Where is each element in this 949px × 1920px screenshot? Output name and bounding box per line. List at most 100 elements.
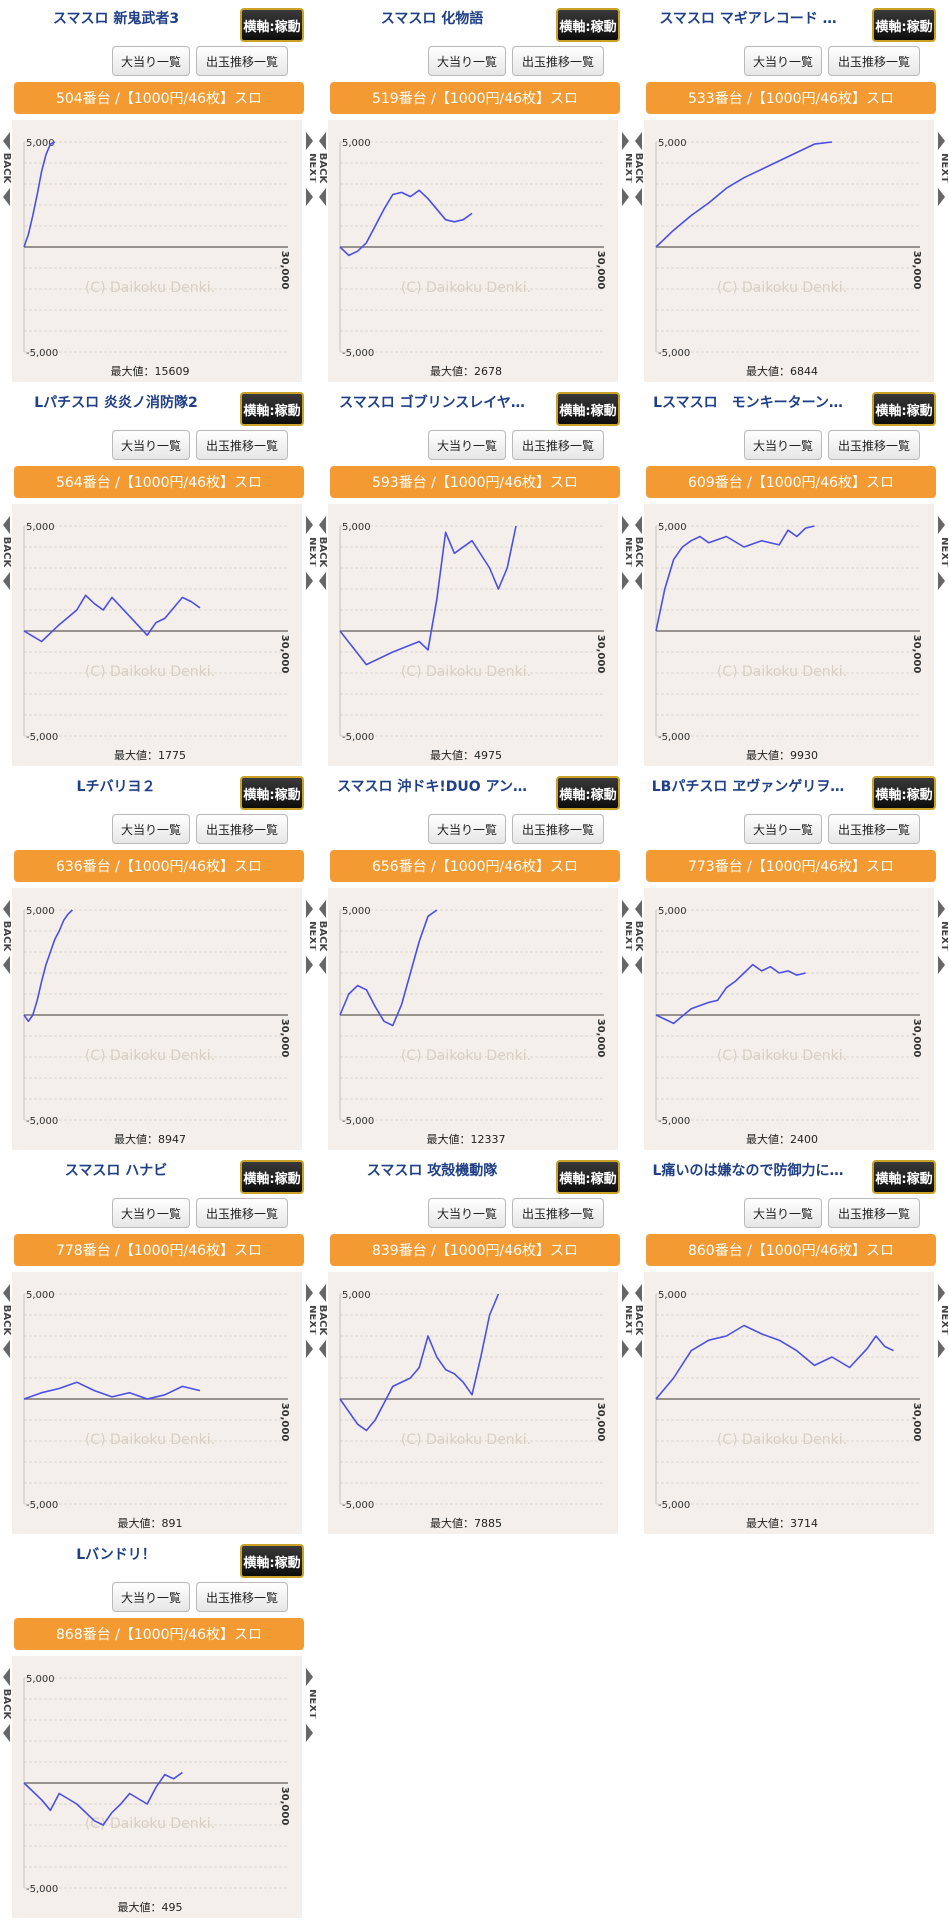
operating-toggle-button[interactable]: 横軸:稼動 (240, 776, 304, 810)
back-nav[interactable]: BACK (1, 900, 12, 974)
machine-title[interactable]: スマスロ 沖ドキ!DUO アン… (336, 779, 528, 795)
hits-list-button[interactable]: 大当り一覧 (112, 1582, 190, 1612)
trend-list-button[interactable]: 出玉推移一覧 (512, 430, 604, 460)
hits-list-button[interactable]: 大当り一覧 (112, 814, 190, 844)
operating-toggle-button[interactable]: 横軸:稼動 (872, 776, 936, 810)
operating-toggle-button[interactable]: 横軸:稼動 (556, 1160, 620, 1194)
machine-number-bar[interactable]: 533番台 /【1000円/46枚】スロ (646, 82, 936, 114)
machine-number-bar[interactable]: 593番台 /【1000円/46枚】スロ (330, 466, 620, 498)
trend-list-button[interactable]: 出玉推移一覧 (512, 46, 604, 76)
operating-toggle-button[interactable]: 横軸:稼動 (240, 392, 304, 426)
next-nav[interactable]: NEXT (622, 900, 632, 974)
machine-title[interactable]: Lパチスロ 炎炎ノ消防隊2 (34, 395, 198, 411)
hits-list-button[interactable]: 大当り一覧 (428, 430, 506, 460)
back-nav[interactable]: BACK (633, 1284, 644, 1358)
operating-toggle-button[interactable]: 横軸:稼動 (240, 1544, 304, 1578)
machine-number-bar[interactable]: 656番台 /【1000円/46枚】スロ (330, 850, 620, 882)
machine-title[interactable]: Lスマスロ モンキーターン… (653, 395, 843, 411)
y-tick-label-bottom: -5,000 (26, 732, 58, 743)
machine-number-bar[interactable]: 773番台 /【1000円/46枚】スロ (646, 850, 936, 882)
back-nav[interactable]: BACK (1, 1284, 12, 1358)
back-nav[interactable]: BACK (317, 516, 328, 590)
machine-number-bar[interactable]: 868番台 /【1000円/46枚】スロ (14, 1618, 304, 1650)
hits-list-button[interactable]: 大当り一覧 (112, 46, 190, 76)
hits-list-button[interactable]: 大当り一覧 (744, 1198, 822, 1228)
trend-list-button[interactable]: 出玉推移一覧 (196, 814, 288, 844)
machine-number-bar[interactable]: 519番台 /【1000円/46枚】スロ (330, 82, 620, 114)
trend-list-button[interactable]: 出玉推移一覧 (512, 1198, 604, 1228)
next-nav[interactable]: NEXT (938, 516, 948, 590)
next-nav[interactable]: NEXT (306, 1284, 316, 1358)
next-nav[interactable]: NEXT (306, 132, 316, 206)
next-nav[interactable]: NEXT (938, 900, 948, 974)
trend-list-button[interactable]: 出玉推移一覧 (196, 1582, 288, 1612)
trend-list-button[interactable]: 出玉推移一覧 (196, 430, 288, 460)
hits-list-button[interactable]: 大当り一覧 (112, 430, 190, 460)
hits-list-button[interactable]: 大当り一覧 (428, 46, 506, 76)
machine-number-bar[interactable]: 609番台 /【1000円/46枚】スロ (646, 466, 936, 498)
plot-background (328, 888, 618, 1150)
next-nav[interactable]: NEXT (622, 516, 632, 590)
back-nav[interactable]: BACK (317, 900, 328, 974)
next-nav[interactable]: NEXT (622, 1284, 632, 1358)
y-tick-label-top: 5,000 (342, 522, 371, 533)
machine-title[interactable]: Lチバリヨ２ (76, 779, 156, 795)
machine-title[interactable]: スマスロ ゴブリンスレイヤ… (339, 395, 525, 411)
next-nav[interactable]: NEXT (622, 132, 632, 206)
machine-number-bar[interactable]: 636番台 /【1000円/46枚】スロ (14, 850, 304, 882)
next-label: NEXT (623, 537, 632, 567)
hits-list-button[interactable]: 大当り一覧 (428, 1198, 506, 1228)
back-nav[interactable]: BACK (1, 1668, 12, 1742)
next-nav[interactable]: NEXT (306, 900, 316, 974)
next-label: NEXT (307, 153, 316, 183)
machine-number-bar[interactable]: 564番台 /【1000円/46枚】スロ (14, 466, 304, 498)
hits-list-button[interactable]: 大当り一覧 (744, 814, 822, 844)
operating-toggle-button[interactable]: 横軸:稼動 (556, 776, 620, 810)
trend-list-button[interactable]: 出玉推移一覧 (196, 46, 288, 76)
machine-title[interactable]: Lバンドリ！ (76, 1547, 156, 1563)
machine-number-bar[interactable]: 860番台 /【1000円/46枚】スロ (646, 1234, 936, 1266)
back-nav[interactable]: BACK (633, 516, 644, 590)
trend-list-button[interactable]: 出玉推移一覧 (828, 1198, 920, 1228)
next-arrow-icon (622, 1340, 629, 1358)
back-nav[interactable]: BACK (317, 1284, 328, 1358)
machine-title[interactable]: スマスロ マギアレコード … (659, 11, 837, 27)
trend-list-button[interactable]: 出玉推移一覧 (512, 814, 604, 844)
machine-title[interactable]: L痛いのは嫌なので防御力に… (652, 1163, 844, 1179)
next-label: NEXT (623, 1305, 632, 1335)
hits-list-button[interactable]: 大当り一覧 (744, 46, 822, 76)
operating-toggle-button[interactable]: 横軸:稼動 (240, 8, 304, 42)
x-end-tick-label: 30,000 (279, 635, 290, 674)
back-nav[interactable]: BACK (633, 900, 644, 974)
operating-toggle-button[interactable]: 横軸:稼動 (240, 1160, 304, 1194)
next-nav[interactable]: NEXT (938, 1284, 948, 1358)
machine-title[interactable]: スマスロ 新鬼武者3 (52, 11, 180, 27)
machine-number-bar[interactable]: 778番台 /【1000円/46枚】スロ (14, 1234, 304, 1266)
trend-list-button[interactable]: 出玉推移一覧 (828, 46, 920, 76)
back-nav[interactable]: BACK (317, 132, 328, 206)
machine-number-bar[interactable]: 839番台 /【1000円/46枚】スロ (330, 1234, 620, 1266)
trend-list-button[interactable]: 出玉推移一覧 (196, 1198, 288, 1228)
next-nav[interactable]: NEXT (306, 516, 316, 590)
operating-toggle-button[interactable]: 横軸:稼動 (872, 392, 936, 426)
hits-list-button[interactable]: 大当り一覧 (112, 1198, 190, 1228)
operating-toggle-button[interactable]: 横軸:稼動 (872, 1160, 936, 1194)
trend-list-button[interactable]: 出玉推移一覧 (828, 430, 920, 460)
hits-list-button[interactable]: 大当り一覧 (428, 814, 506, 844)
next-nav[interactable]: NEXT (938, 132, 948, 206)
back-nav[interactable]: BACK (1, 516, 12, 590)
machine-title[interactable]: スマスロ 攻殻機動隊 (366, 1163, 498, 1179)
operating-toggle-button[interactable]: 横軸:稼動 (556, 8, 620, 42)
trend-list-button[interactable]: 出玉推移一覧 (828, 814, 920, 844)
back-label: BACK (1, 1305, 12, 1337)
machine-title[interactable]: スマスロ ハナビ (64, 1163, 168, 1179)
back-nav[interactable]: BACK (1, 132, 12, 206)
next-nav[interactable]: NEXT (306, 1668, 316, 1742)
machine-number-bar[interactable]: 504番台 /【1000円/46枚】スロ (14, 82, 304, 114)
hits-list-button[interactable]: 大当り一覧 (744, 430, 822, 460)
operating-toggle-button[interactable]: 横軸:稼動 (556, 392, 620, 426)
back-nav[interactable]: BACK (633, 132, 644, 206)
machine-title[interactable]: LBパチスロ ヱヴァンゲリヲ… (651, 779, 845, 795)
machine-title[interactable]: スマスロ 化物語 (380, 11, 484, 27)
operating-toggle-button[interactable]: 横軸:稼動 (872, 8, 936, 42)
